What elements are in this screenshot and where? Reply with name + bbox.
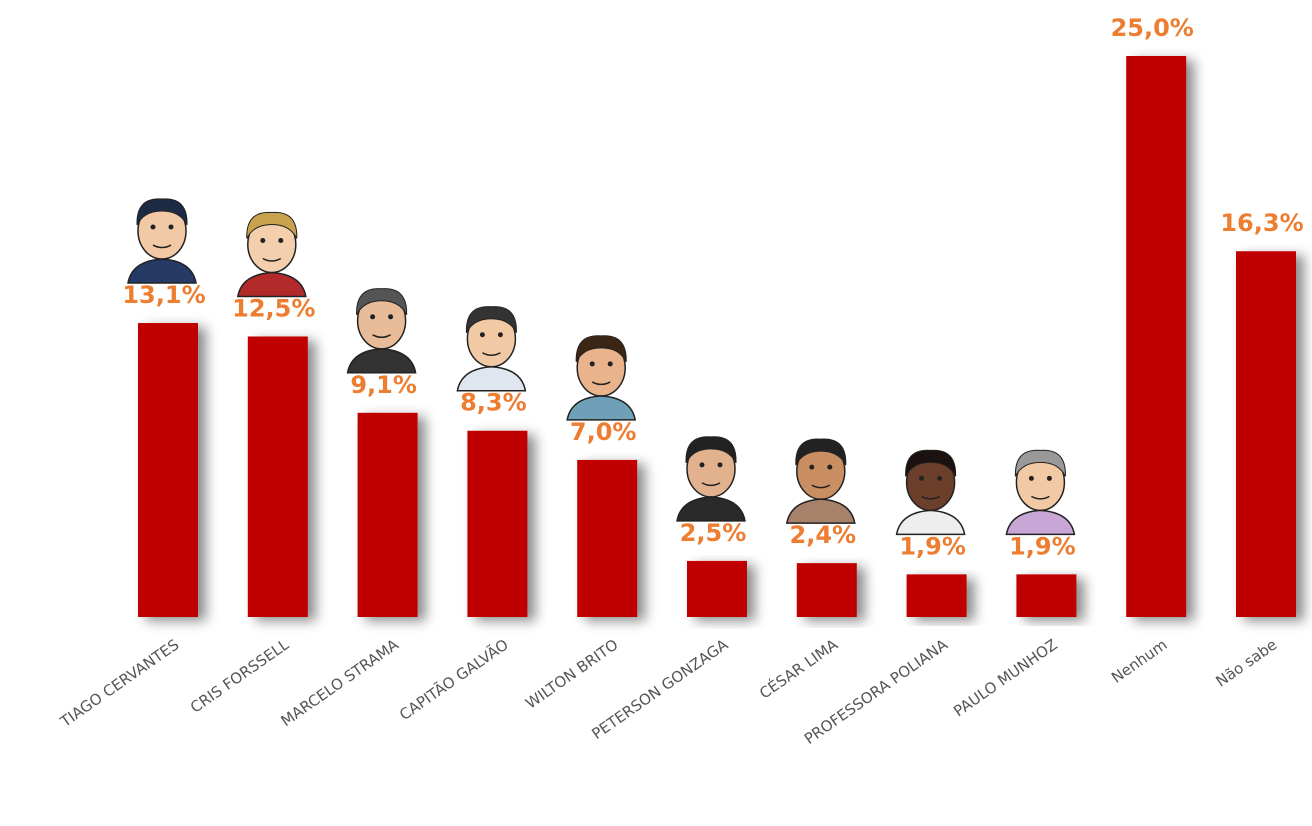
category-label: Não sabe [1213,636,1281,691]
bar [906,574,967,617]
caricature-eye [278,238,284,243]
caricature-mouth [372,334,391,339]
value-label: 13,1% [122,281,205,309]
caricature-mouth [152,244,172,249]
bar [1016,574,1077,617]
caricature-hair [136,198,188,226]
caricature [785,438,856,524]
caricature-mouth [921,495,940,500]
caricature-body [127,258,197,284]
caricature [566,335,637,421]
caricature-eye [1028,475,1034,481]
value-label: 12,5% [232,295,315,323]
caricature-body [785,498,856,524]
bar [467,430,528,617]
caricature-body [566,395,637,421]
caricature-hair [465,306,517,333]
caricature-hair [795,438,847,466]
value-label: 2,4% [790,521,857,549]
caricature-eye [1046,475,1052,481]
caricature-eye [150,224,156,230]
caricature [895,449,966,536]
caricature-hair [685,436,737,464]
caricature-mouth [811,484,831,489]
caricature-hair [1014,449,1066,477]
caricature-hair [905,449,957,477]
bar [577,459,638,617]
category-label: MARCELO STRAMA [278,635,403,730]
category-label: Nenhum [1108,636,1170,687]
caricature-eye [589,361,595,367]
caricature-mouth [1031,495,1050,500]
caricature-eye [919,475,925,481]
category-label: CRIS FORSSELL [187,635,293,716]
value-label: 16,3% [1220,209,1303,237]
bar [357,412,418,617]
caricature-eye [717,462,723,468]
caricature-eye [260,238,266,243]
caricature-mouth [482,352,501,356]
bar [138,323,198,617]
caricature-eye [937,475,943,481]
bar [1126,56,1187,617]
caricature-mouth [262,257,282,262]
caricature-body [1005,509,1076,536]
caricature-body [456,365,527,392]
caricature [1005,449,1076,536]
caricature-eye [497,332,503,338]
caricature-eye [388,314,394,320]
caricature-eye [699,462,705,468]
caricature-hair [575,335,627,363]
caricature-eye [168,224,174,230]
value-label: 25,0% [1111,14,1194,42]
value-label: 2,5% [680,519,747,547]
caricature-body [895,509,966,536]
caricature-eye [479,332,485,338]
value-label: 9,1% [350,371,417,399]
bar [1236,251,1296,617]
caricature-mouth [591,381,611,386]
value-label: 1,9% [899,532,966,560]
value-label: 8,3% [460,389,527,417]
caricature-mouth [701,482,721,487]
bar [796,563,857,617]
caricature-eye [827,464,833,470]
caricature-body [346,348,417,374]
caricature [676,436,746,522]
caricature-body [236,271,307,298]
category-label: CAPITÃO GALVÃO [396,635,512,724]
value-label: 7,0% [570,418,637,446]
category-label: TIAGO CERVANTES [56,636,182,732]
caricature-body [676,496,746,522]
caricature-hair [246,211,298,239]
value-label: 1,9% [1009,532,1076,560]
category-label: PAULO MUNHOZ [950,636,1060,721]
caricature-hair [356,288,408,316]
bar [247,336,308,617]
category-label: CÉSAR LIMA [755,634,841,702]
category-label: WILTON BRITO [522,636,621,713]
caricature-eye [809,464,815,470]
caricature [127,198,197,284]
bar [687,560,747,617]
caricature [456,306,527,392]
caricature-eye [607,361,613,367]
caricature [236,211,307,298]
caricature-eye [370,314,376,320]
caricature [346,288,417,374]
